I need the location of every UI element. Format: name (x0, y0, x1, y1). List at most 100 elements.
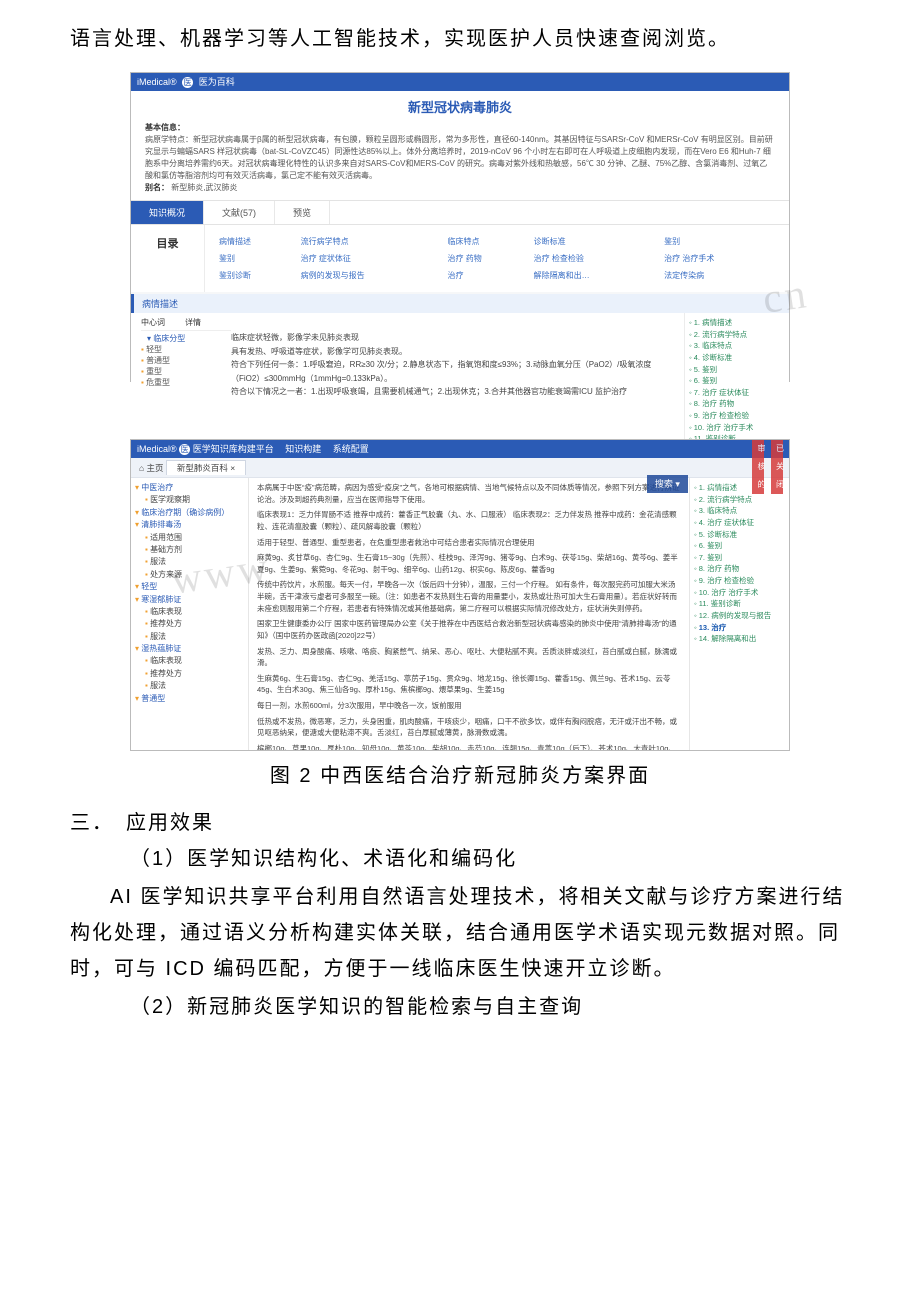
tree-item[interactable]: 湿热蕴肺证 (135, 643, 244, 655)
detail-line: 符合下列任何一条：1.呼吸窘迫，RR≥30 次/分；2.静息状态下，指氧饱和度≤… (231, 358, 674, 385)
detail-content: 临床症状轻微，影像学未见肺炎表现 具有发热、呼吸道等症状，影像学可见肺炎表现。 … (231, 317, 674, 443)
ss1-tabs: 知识概况 文献(57) 预览 (131, 200, 789, 224)
tree-item[interactable]: 普通型 (135, 693, 244, 705)
tab-overview[interactable]: 知识概况 (131, 201, 204, 224)
nav-item[interactable]: 6. 鉴别 (689, 375, 785, 387)
grid-cell[interactable]: 鉴别诊断 (215, 267, 297, 284)
grid-cell[interactable]: 病例的发现与报告 (297, 267, 444, 284)
grid-cell[interactable]: 鉴别 (215, 250, 297, 267)
grid-cell[interactable]: 临床特点 (443, 233, 529, 250)
nav-item[interactable]: 2. 流行病学特点 (689, 329, 785, 341)
nav-item[interactable]: 3. 临床特点 (694, 505, 785, 517)
ss2-topbar: iMedical® 医 医学知识库构建平台 知识构建 系统配置 搜索 ▾ ⟳ ⎙… (131, 440, 789, 458)
nav-item[interactable]: 14. 解除隔离和出 (694, 633, 785, 645)
meta-block: 基本信息： 病原学特点：新型冠状病毒属于β属的新型冠状病毒，有包膜，颗粒呈圆形或… (131, 120, 789, 200)
tree-item[interactable]: 临床治疗期（确诊病例） (135, 507, 244, 519)
nav-item[interactable]: 10. 治疗 治疗手术 (689, 422, 785, 434)
nav-item[interactable]: 8. 治疗 药物 (694, 563, 785, 575)
grid-cell[interactable]: 治疗 (443, 267, 529, 284)
grid-cell[interactable]: 治疗 治疗手术 (660, 250, 779, 267)
tree-item[interactable]: 基础方剂 (135, 544, 244, 556)
tree-item[interactable]: 重型 (141, 366, 231, 377)
nav-item[interactable]: 9. 治疗 检查检验 (689, 410, 785, 422)
tree-item[interactable]: 服法 (135, 680, 244, 692)
doc-tab[interactable]: 新型肺炎百科 × (166, 460, 246, 475)
section3-item2-title: （2）新冠肺炎医学知识的智能检索与自主查询 (0, 987, 920, 1027)
grid-cell[interactable]: 治疗 症状体征 (297, 250, 444, 267)
nav-item[interactable]: 4. 诊断标准 (689, 352, 785, 364)
menu-config[interactable]: 系统配置 (333, 444, 369, 454)
tree-item[interactable]: 轻型 (135, 581, 244, 593)
tree-item[interactable]: 中医治疗 (135, 482, 244, 494)
grid-cell[interactable]: 诊断标准 (530, 233, 661, 250)
home-tab[interactable]: ⌂ 主页 (139, 463, 164, 473)
tree-item[interactable]: 危重型 (141, 377, 231, 388)
grid-cell[interactable]: 治疗 药物 (443, 250, 529, 267)
print-icon[interactable]: ⎙ (705, 475, 717, 493)
nav-item[interactable]: 4. 治疗 症状体征 (694, 517, 785, 529)
menu-platform[interactable]: 医学知识库构建平台 (193, 444, 274, 454)
tree-item[interactable]: 推荐处方 (135, 618, 244, 630)
tree-item[interactable]: 普通型 (141, 355, 231, 366)
detail-line: 临床症状轻微，影像学未见肺炎表现 (231, 331, 674, 345)
screenshot-2: www iMedical® 医 医学知识库构建平台 知识构建 系统配置 搜索 ▾… (130, 439, 790, 751)
ss1-topbar: iMedical® 医 医为百科 (131, 73, 789, 91)
grid-cell[interactable]: 治疗 检查检验 (530, 250, 661, 267)
detail-line: 具有发热、呼吸道等症状，影像学可见肺炎表现。 (231, 345, 674, 359)
reload-icon[interactable]: ⟳ (690, 475, 702, 493)
tab-literature[interactable]: 文献(57) (204, 201, 275, 224)
nav-item[interactable]: 3. 临床特点 (689, 340, 785, 352)
tree-item[interactable]: ▾ 临床分型 (141, 333, 231, 344)
export-icon[interactable]: ⇲ (734, 475, 746, 493)
menu-build[interactable]: 知识构建 (285, 444, 321, 454)
content-block: 本病属于中医“疫”病范畴，病因为感受“疫戾”之气，各地可根据病情、当地气候特点以… (257, 482, 681, 505)
tree-item[interactable]: 服法 (135, 631, 244, 643)
nav-item[interactable]: 2. 流行病学特点 (694, 494, 785, 506)
nav-item[interactable]: 9. 治疗 检查检验 (694, 575, 785, 587)
closed-button[interactable]: 已关闭 (771, 440, 783, 494)
nav-item[interactable]: 8. 治疗 药物 (689, 398, 785, 410)
content-block: 发热、乏力、周身酸痛、咳嗽、咯痰、胸紧憋气、纳呆、恶心、呕吐、大便粘腻不爽。舌质… (257, 646, 681, 669)
tree-item[interactable]: 适用范围 (135, 532, 244, 544)
detail-head-0: 中心词 (141, 317, 165, 328)
content-block: 每日一剂，水煎600ml，分3次服用，早中晚各一次，饭前服用 (257, 700, 681, 712)
nav-item[interactable]: 11. 鉴别诊断 (694, 598, 785, 610)
tree-item[interactable]: 医学观察期 (135, 494, 244, 506)
tab-preview[interactable]: 预览 (275, 201, 330, 224)
grid-cell[interactable]: 病情描述 (215, 233, 297, 250)
right-nav: 1. 病情描述2. 流行病学特点3. 临床特点4. 治疗 症状体征5. 诊断标准… (689, 478, 789, 750)
nav-item[interactable]: 7. 鉴别 (694, 552, 785, 564)
tree-item[interactable]: 临床表现 (135, 655, 244, 667)
nav-item[interactable]: 12. 病例的发现与报告 (694, 610, 785, 622)
tree-item[interactable]: 处方来源 (135, 569, 244, 581)
nav-item[interactable]: 7. 治疗 症状体征 (689, 387, 785, 399)
intro-paragraph: 语言处理、机器学习等人工智能技术，实现医护人员快速查阅浏览。 (0, 0, 920, 66)
detail-tree: 中心词 详情 ▾ 临床分型 轻型 普通型 重型 危重型 (141, 317, 231, 443)
tree-item[interactable]: 推荐处方 (135, 668, 244, 680)
search-box[interactable]: 搜索 ▾ (647, 475, 688, 493)
content-block: 麻黄9g、炙甘草6g、杏仁9g、生石膏15~30g（先煎）、桂枝9g、泽泻9g、… (257, 552, 681, 575)
nav-item[interactable]: 6. 鉴别 (694, 540, 785, 552)
content-block: 国家卫生健康委办公厅 国家中医药管理局办公室《关于推荐在中西医结合救治新型冠状病… (257, 618, 681, 641)
tree-item[interactable]: 服法 (135, 556, 244, 568)
nav-item[interactable]: 5. 诊断标准 (694, 529, 785, 541)
tree-item[interactable]: 轻型 (141, 344, 231, 355)
nav-item[interactable]: 10. 治疗 治疗手术 (694, 587, 785, 599)
tree-item[interactable]: 临床表现 (135, 606, 244, 618)
tree-item[interactable]: 清肺排毒汤 (135, 519, 244, 531)
nav-item[interactable]: 13. 治疗 (694, 622, 785, 634)
section-bar: 病情描述 (131, 294, 789, 313)
grid-cell[interactable]: 解除隔离和出… (530, 267, 661, 284)
nav-item[interactable]: 5. 鉴别 (689, 364, 785, 376)
nav-item[interactable]: 1. 病情描述 (689, 317, 785, 329)
left-tree: 中医治疗医学观察期临床治疗期（确诊病例）清肺排毒汤适用范围基础方剂服法处方来源轻… (131, 478, 249, 750)
content-block: 适用于轻型、普通型、重型患者，在危重型患者救治中可结合患者实际情况合理使用 (257, 537, 681, 549)
brand-sub: 医为百科 (199, 77, 235, 87)
review-button[interactable]: 审核的 (752, 440, 764, 494)
tree-item[interactable]: 寒湿郁肺证 (135, 594, 244, 606)
copy-icon[interactable]: ⧉ (719, 475, 731, 493)
meta-basic-text: 病原学特点：新型冠状病毒属于β属的新型冠状病毒，有包膜，颗粒呈圆形或椭圆形，常为… (145, 135, 773, 180)
grid-cell[interactable]: 鉴别 (660, 233, 779, 250)
grid-cell[interactable]: 法定传染病 (660, 267, 779, 284)
grid-cell[interactable]: 流行病学特点 (297, 233, 444, 250)
